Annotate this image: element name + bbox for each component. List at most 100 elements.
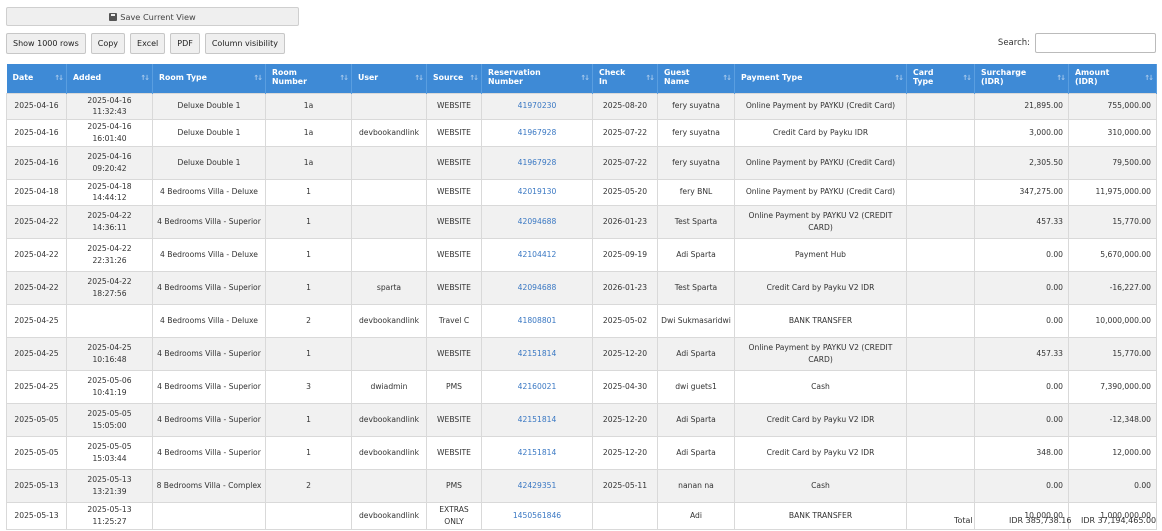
total-amount: IDR 37,194,465.00 xyxy=(1081,516,1157,525)
cell-surcharge: 348.00 xyxy=(974,436,1069,471)
cell-room-number: 2 xyxy=(265,469,352,504)
cell-guest-name: Adi Sparta xyxy=(657,403,735,438)
cell-user: sparta xyxy=(351,271,427,306)
show-rows-button[interactable]: Show 1000 rows xyxy=(6,33,86,54)
column-header-check-in[interactable]: Check In ↑↓ xyxy=(592,64,658,93)
table-row: 2025-04-25 2025-05-06 10:41:19 4 Bedrooms … xyxy=(6,370,1157,405)
sort-arrows-icon[interactable]: ↑↓ xyxy=(645,74,655,83)
column-header-card-type[interactable]: Card Type ↑↓ xyxy=(906,64,975,93)
cell-surcharge: 10,000.00 xyxy=(974,502,1069,530)
column-header-added[interactable]: Added ↑↓ xyxy=(66,64,153,93)
column-header-reservation-number[interactable]: Reservation Number ↑↓ xyxy=(481,64,593,93)
cell-added: 2025-04-22 22:31:26 xyxy=(66,238,153,273)
cell-reservation-number[interactable]: 42094688 xyxy=(481,205,593,240)
cell-added: 2025-04-22 14:36:11 xyxy=(66,205,153,240)
sort-arrows-icon[interactable]: ↑↓ xyxy=(469,74,479,83)
cell-reservation-number[interactable]: 41967928 xyxy=(481,145,593,180)
cell-reservation-number[interactable]: 42019130 xyxy=(481,178,593,207)
column-header-source[interactable]: Source ↑↓ xyxy=(426,64,482,93)
cell-amount: 0.00 xyxy=(1068,469,1157,504)
cell-user xyxy=(351,337,427,372)
table-row: 2025-04-22 2025-04-22 14:36:11 4 Bedrooms … xyxy=(6,205,1157,240)
cell-payment-type: Cash xyxy=(734,469,907,504)
sort-arrows-icon[interactable]: ↑↓ xyxy=(894,74,904,83)
column-header-room-type[interactable]: Room Type ↑↓ xyxy=(152,64,266,93)
table-row: 2025-04-25 2025-04-25 10:16:48 4 Bedrooms … xyxy=(6,337,1157,372)
search-input[interactable] xyxy=(1035,33,1156,53)
sort-arrows-icon[interactable]: ↑↓ xyxy=(253,74,263,83)
cell-user xyxy=(351,469,427,504)
cell-reservation-number[interactable]: 42429351 xyxy=(481,469,593,504)
cell-reservation-number[interactable]: 1450561846 xyxy=(481,502,593,530)
pdf-button[interactable]: PDF xyxy=(170,33,200,54)
cell-reservation-number[interactable]: 42151814 xyxy=(481,436,593,471)
cell-source: PMS xyxy=(426,370,482,405)
cell-amount: -12,348.00 xyxy=(1068,403,1157,438)
cell-reservation-number[interactable]: 42160021 xyxy=(481,370,593,405)
cell-guest-name: Dwi Sukmasaridwi xyxy=(657,304,735,339)
column-header-date[interactable]: Date ↑↓ xyxy=(6,64,67,93)
column-visibility-button[interactable]: Column visibility xyxy=(204,33,285,54)
cell-room-type: 4 Bedrooms Villa - Deluxe xyxy=(152,238,266,273)
cell-date: 2025-04-22 xyxy=(6,205,67,240)
column-header-room-number[interactable]: Room Number ↑↓ xyxy=(265,64,352,93)
cell-reservation-number[interactable]: 41967928 xyxy=(481,119,593,147)
search-label: Search: xyxy=(997,38,1030,48)
cell-source: WEBSITE xyxy=(426,119,482,147)
column-header-amount[interactable]: Amount (IDR) ↑↓ xyxy=(1068,64,1157,93)
sort-arrows-icon[interactable]: ↑↓ xyxy=(722,74,732,83)
cell-payment-type: Credit Card by Payku V2 IDR xyxy=(734,403,907,438)
cell-reservation-number[interactable]: 41970230 xyxy=(481,92,593,121)
cell-card-type xyxy=(906,271,975,306)
cell-room-type: 4 Bedrooms Villa - Superior xyxy=(152,205,266,240)
column-header-label: Surcharge xyxy=(981,68,1027,78)
cell-room-number: 1 xyxy=(265,436,352,471)
excel-button[interactable]: Excel xyxy=(130,33,166,54)
cell-amount: 755,000.00 xyxy=(1068,92,1157,121)
cell-check-in: 2025-07-22 xyxy=(592,145,658,180)
cell-user: devbookandlink xyxy=(351,502,427,530)
cell-payment-type: Online Payment by PAYKU V2 (CREDIT CARD) xyxy=(734,337,907,372)
column-header-surcharge[interactable]: Surcharge (IDR) ↑↓ xyxy=(974,64,1069,93)
cell-reservation-number[interactable]: 42104412 xyxy=(481,238,593,273)
sort-arrows-icon[interactable]: ↑↓ xyxy=(1056,74,1066,83)
cell-payment-type: BANK TRANSFER xyxy=(734,304,907,339)
cell-payment-type: Payment Hub xyxy=(734,238,907,273)
cell-card-type xyxy=(906,304,975,339)
column-header-payment-type[interactable]: Payment Type ↑↓ xyxy=(734,64,907,93)
column-header-label: Source xyxy=(433,72,464,82)
save-current-view-button[interactable]: Save Current View xyxy=(6,7,299,26)
cell-check-in: 2026-01-23 xyxy=(592,271,658,306)
cell-user: devbookandlink xyxy=(351,436,427,471)
cell-card-type xyxy=(906,337,975,372)
sort-arrows-icon[interactable]: ↑↓ xyxy=(339,74,349,83)
cell-date: 2025-05-05 xyxy=(6,403,67,438)
cell-user: devbookandlink xyxy=(351,403,427,438)
save-current-view-label: Save Current View xyxy=(120,11,196,22)
sort-arrows-icon[interactable]: ↑↓ xyxy=(54,74,64,83)
sort-arrows-icon[interactable]: ↑↓ xyxy=(414,74,424,83)
cell-guest-name: fery BNL xyxy=(657,178,735,207)
cell-amount: 15,770.00 xyxy=(1068,337,1157,372)
cell-amount: 11,975,000.00 xyxy=(1068,178,1157,207)
cell-card-type xyxy=(906,403,975,438)
sort-arrows-icon[interactable]: ↑↓ xyxy=(962,74,972,83)
cell-amount: 10,000,000.00 xyxy=(1068,304,1157,339)
cell-guest-name: Adi Sparta xyxy=(657,436,735,471)
cell-reservation-number[interactable]: 42094688 xyxy=(481,271,593,306)
cell-reservation-number[interactable]: 41808801 xyxy=(481,304,593,339)
copy-button[interactable]: Copy xyxy=(90,33,126,54)
cell-user xyxy=(351,205,427,240)
cell-payment-type: Online Payment by PAYKU (Credit Card) xyxy=(734,92,907,121)
cell-reservation-number[interactable]: 42151814 xyxy=(481,337,593,372)
total-label: Total xyxy=(954,516,973,525)
column-header-user[interactable]: User ↑↓ xyxy=(351,64,427,93)
sort-arrows-icon[interactable]: ↑↓ xyxy=(1144,74,1154,83)
cell-guest-name: fery suyatna xyxy=(657,92,735,121)
column-header-guest-name[interactable]: Guest Name ↑↓ xyxy=(657,64,735,93)
table-row: 2025-04-22 2025-04-22 22:31:26 4 Bedrooms … xyxy=(6,238,1157,273)
cell-reservation-number[interactable]: 42151814 xyxy=(481,403,593,438)
sort-arrows-icon[interactable]: ↑↓ xyxy=(140,74,150,83)
sort-arrows-icon[interactable]: ↑↓ xyxy=(580,74,590,83)
cell-surcharge: 0.00 xyxy=(974,238,1069,273)
